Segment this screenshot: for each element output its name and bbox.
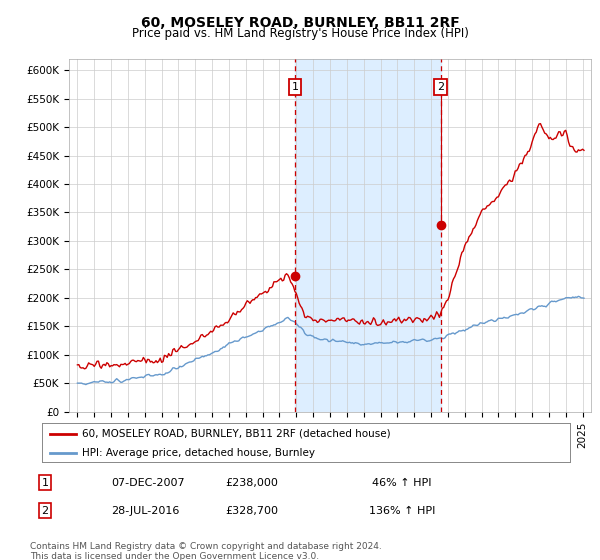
Text: 1: 1 <box>292 82 298 92</box>
Text: £238,000: £238,000 <box>226 478 278 488</box>
Text: 60, MOSELEY ROAD, BURNLEY, BB11 2RF (detached house): 60, MOSELEY ROAD, BURNLEY, BB11 2RF (det… <box>82 429 390 439</box>
Text: HPI: Average price, detached house, Burnley: HPI: Average price, detached house, Burn… <box>82 449 314 459</box>
Text: 28-JUL-2016: 28-JUL-2016 <box>111 506 179 516</box>
Text: 46% ↑ HPI: 46% ↑ HPI <box>372 478 432 488</box>
Text: Contains HM Land Registry data © Crown copyright and database right 2024.
This d: Contains HM Land Registry data © Crown c… <box>30 542 382 560</box>
Text: 2: 2 <box>41 506 49 516</box>
Bar <box>295 59 440 412</box>
Text: 2: 2 <box>437 82 444 92</box>
Text: 136% ↑ HPI: 136% ↑ HPI <box>369 506 435 516</box>
Text: £328,700: £328,700 <box>226 506 278 516</box>
Text: 1: 1 <box>41 478 49 488</box>
Text: 07-DEC-2007: 07-DEC-2007 <box>111 478 185 488</box>
Text: 60, MOSELEY ROAD, BURNLEY, BB11 2RF: 60, MOSELEY ROAD, BURNLEY, BB11 2RF <box>140 16 460 30</box>
Text: Price paid vs. HM Land Registry's House Price Index (HPI): Price paid vs. HM Land Registry's House … <box>131 27 469 40</box>
